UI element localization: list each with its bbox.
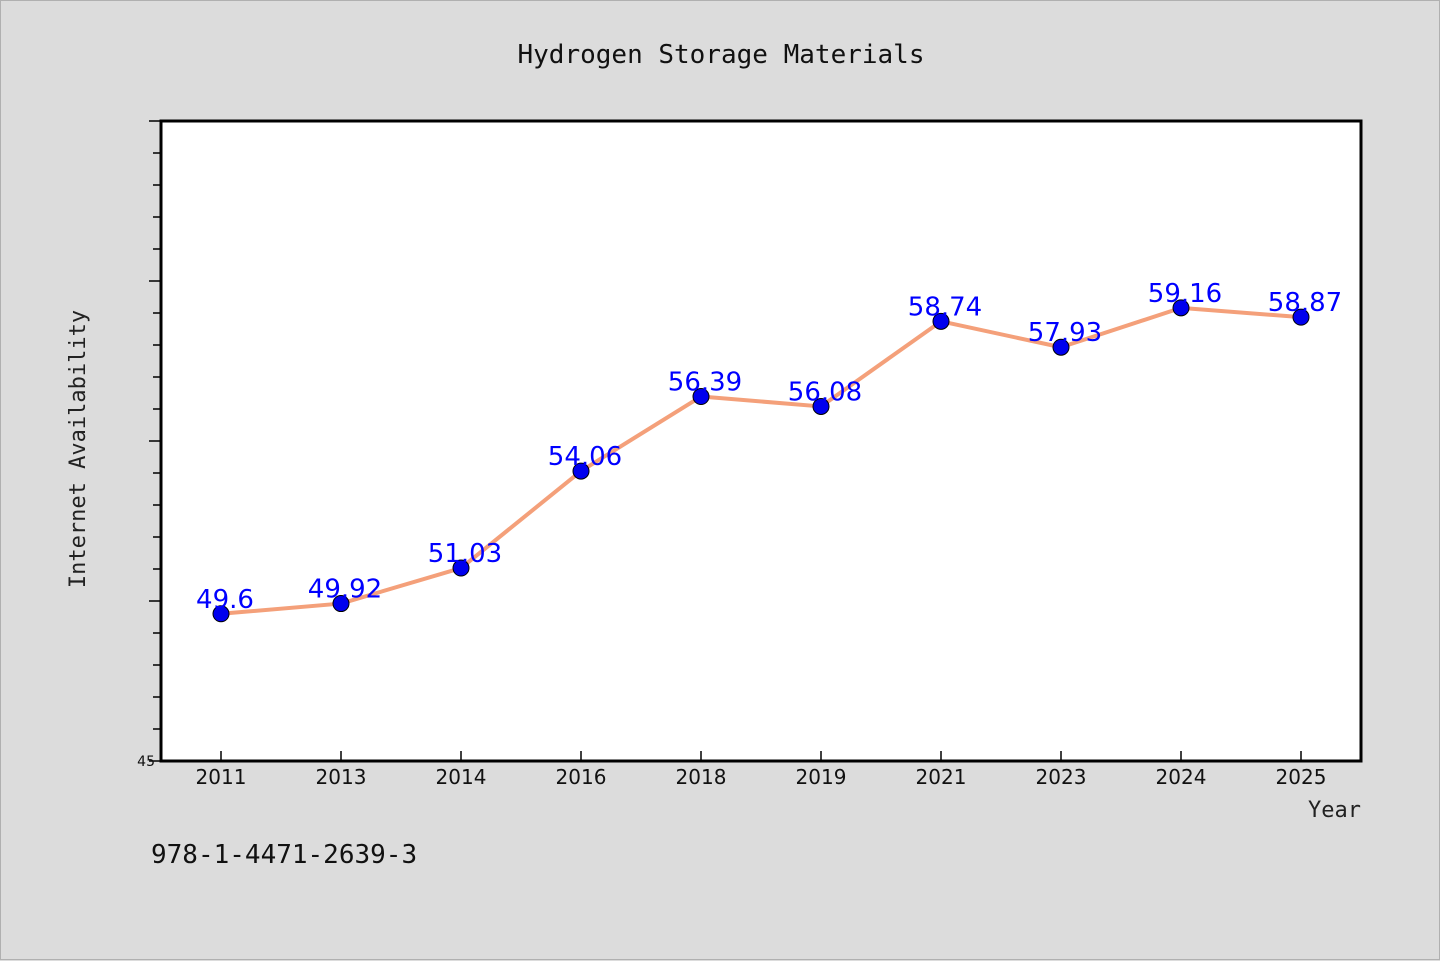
data-label: 59.16 — [1148, 279, 1222, 309]
x-axis-ticks: 2011 2013 2014 2016 2018 2019 2021 2023 2024 2025 — [196, 751, 1327, 789]
y-axis-label: Internet Availability — [66, 310, 91, 588]
x-tick-label: 2018 — [676, 765, 727, 789]
series-line-group: 49.6 49.92 51.03 54.06 56.39 56.08 58.74 57.93 5… — [196, 279, 1342, 623]
data-point — [212, 605, 230, 623]
data-label: 56.39 — [668, 368, 742, 398]
data-label: 51.03 — [428, 539, 502, 569]
data-label: 57.93 — [1028, 318, 1102, 348]
data-point — [1292, 308, 1310, 326]
data-point — [332, 595, 350, 613]
data-point — [932, 312, 950, 330]
data-point — [812, 397, 830, 415]
data-label: 56.08 — [788, 377, 862, 407]
x-tick-label: 2014 — [436, 765, 487, 789]
y-axis-ticks: 45 — [137, 120, 161, 770]
x-tick-label: 2011 — [196, 765, 247, 789]
data-point — [692, 388, 710, 406]
series-line — [220, 305, 1302, 616]
y-tick-label: 45 — [137, 754, 155, 770]
x-tick-label: 2021 — [916, 765, 967, 789]
x-tick-label: 2016 — [556, 765, 607, 789]
data-point — [452, 559, 470, 577]
isbn-text: 978-1-4471-2639-3 — [151, 840, 417, 870]
data-label: 49.6 — [196, 585, 254, 615]
chart-title: Hydrogen Storage Materials — [518, 40, 925, 70]
x-tick-label: 2023 — [1036, 765, 1087, 789]
data-point — [1052, 338, 1070, 356]
data-point — [572, 462, 590, 480]
x-tick-label: 2025 — [1276, 765, 1327, 789]
data-label: 58.87 — [1268, 288, 1342, 318]
x-tick-label: 2019 — [796, 765, 847, 789]
data-point — [1172, 299, 1190, 317]
data-label: 54.06 — [548, 442, 622, 472]
plot-area — [159, 119, 1363, 763]
x-axis-label: Year — [1308, 798, 1361, 823]
data-label: 49.92 — [308, 575, 382, 605]
x-tick-label: 2013 — [316, 765, 367, 789]
x-tick-label: 2024 — [1156, 765, 1207, 789]
data-label: 58.74 — [908, 292, 982, 322]
